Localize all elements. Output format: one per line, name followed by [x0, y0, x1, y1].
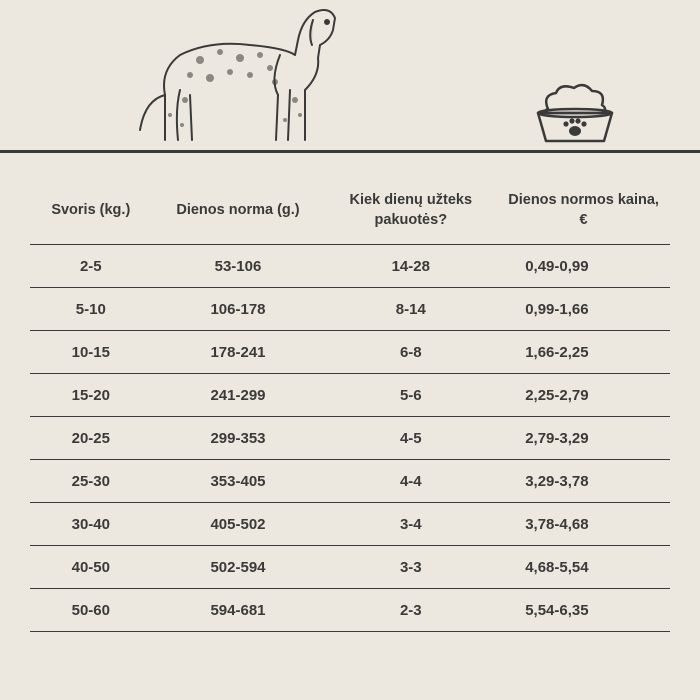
table-cell: 1,66-2,25 — [497, 331, 670, 374]
table-cell: 2,79-3,29 — [497, 417, 670, 460]
col-header-days: Kiek dienų užteks pakuotės? — [324, 177, 497, 245]
table-row: 5-10106-1788-140,99-1,66 — [30, 288, 670, 331]
table-cell: 8-14 — [324, 288, 497, 331]
table-cell: 2-5 — [30, 245, 152, 288]
table-row: 30-40405-5023-43,78-4,68 — [30, 503, 670, 546]
table-cell: 6-8 — [324, 331, 497, 374]
table-row: 50-60594-6812-35,54-6,35 — [30, 589, 670, 632]
table-cell: 30-40 — [30, 503, 152, 546]
table-cell: 3,29-3,78 — [497, 460, 670, 503]
table-cell: 15-20 — [30, 374, 152, 417]
table-cell: 3,78-4,68 — [497, 503, 670, 546]
col-header-weight: Svoris (kg.) — [30, 177, 152, 245]
divider-line — [0, 150, 700, 153]
table-cell: 2-3 — [324, 589, 497, 632]
table-cell: 0,49-0,99 — [497, 245, 670, 288]
table-cell: 53-106 — [152, 245, 325, 288]
table-cell: 0,99-1,66 — [497, 288, 670, 331]
feeding-table: Svoris (kg.) Dienos norma (g.) Kiek dien… — [30, 177, 670, 632]
table-cell: 106-178 — [152, 288, 325, 331]
table-cell: 5-10 — [30, 288, 152, 331]
table-row: 2-553-10614-280,49-0,99 — [30, 245, 670, 288]
table-cell: 405-502 — [152, 503, 325, 546]
table-cell: 2,25-2,79 — [497, 374, 670, 417]
table-row: 10-15178-2416-81,66-2,25 — [30, 331, 670, 374]
table-cell: 14-28 — [324, 245, 497, 288]
table-cell: 178-241 — [152, 331, 325, 374]
table-cell: 4-4 — [324, 460, 497, 503]
table-cell: 25-30 — [30, 460, 152, 503]
food-bowl-icon — [530, 83, 620, 150]
table-header-row: Svoris (kg.) Dienos norma (g.) Kiek dien… — [30, 177, 670, 245]
table-cell: 594-681 — [152, 589, 325, 632]
dog-icon — [130, 0, 340, 150]
col-header-price: Dienos normos kaina, € — [497, 177, 670, 245]
table-cell: 50-60 — [30, 589, 152, 632]
table-cell: 5-6 — [324, 374, 497, 417]
table-row: 15-20241-2995-62,25-2,79 — [30, 374, 670, 417]
table-cell: 4,68-5,54 — [497, 546, 670, 589]
table-cell: 299-353 — [152, 417, 325, 460]
col-header-daily: Dienos norma (g.) — [152, 177, 325, 245]
feeding-table-container: Svoris (kg.) Dienos norma (g.) Kiek dien… — [0, 165, 700, 632]
table-cell: 20-25 — [30, 417, 152, 460]
table-cell: 3-3 — [324, 546, 497, 589]
table-cell: 4-5 — [324, 417, 497, 460]
table-cell: 5,54-6,35 — [497, 589, 670, 632]
table-cell: 353-405 — [152, 460, 325, 503]
table-row: 20-25299-3534-52,79-3,29 — [30, 417, 670, 460]
table-cell: 40-50 — [30, 546, 152, 589]
table-row: 40-50502-5943-34,68-5,54 — [30, 546, 670, 589]
table-cell: 10-15 — [30, 331, 152, 374]
table-cell: 241-299 — [152, 374, 325, 417]
hero-banner — [0, 0, 700, 165]
table-cell: 3-4 — [324, 503, 497, 546]
table-cell: 502-594 — [152, 546, 325, 589]
table-row: 25-30353-4054-43,29-3,78 — [30, 460, 670, 503]
